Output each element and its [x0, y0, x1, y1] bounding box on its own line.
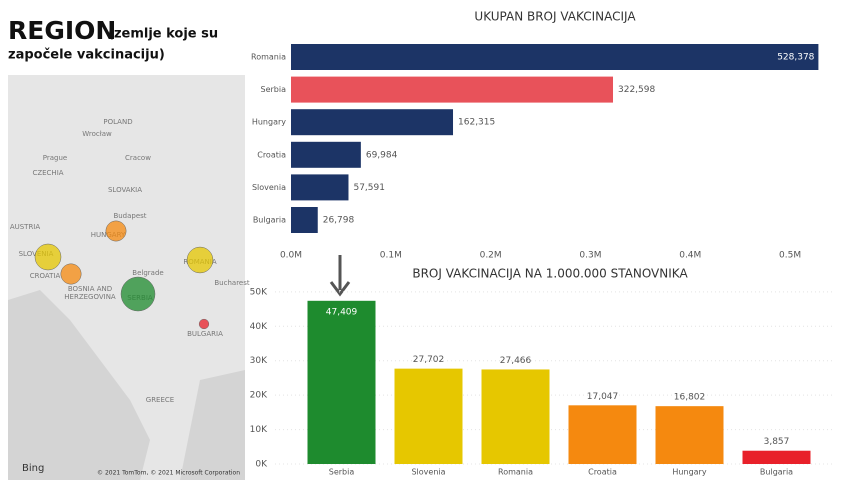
data-label: 17,047: [587, 392, 619, 402]
region-title: REGION: [8, 16, 116, 45]
map-attribution: © 2021 TomTom, © 2021 Microsoft Corporat…: [97, 470, 240, 477]
bar: [481, 369, 550, 464]
bar: [742, 450, 811, 464]
y-tick-label: 40K: [250, 322, 268, 332]
x-tick-label: Slovenia: [411, 468, 445, 477]
x-tick-label: Hungary: [672, 468, 706, 477]
y-tick-label: 30K: [250, 356, 268, 366]
data-label: 322,598: [618, 85, 655, 95]
x-tick-label: 0.3M: [579, 251, 601, 261]
bar: [291, 174, 349, 201]
bar: [655, 406, 724, 464]
map-label: BULGARIA: [187, 330, 223, 338]
data-label: 57,591: [353, 183, 385, 193]
map-label: Wrocław: [82, 130, 112, 138]
x-tick-label: 0.4M: [679, 251, 701, 261]
map-label: BOSNIA AND: [68, 285, 112, 293]
region-subtitle: započele vakcinaciju): [8, 48, 165, 63]
y-tick-label: 10K: [250, 425, 268, 435]
data-label: 47,409: [326, 307, 358, 317]
data-label: 3,857: [764, 437, 790, 447]
map-bubble: [120, 276, 156, 312]
map-bubble: [198, 318, 210, 330]
x-tick-label: Serbia: [329, 468, 355, 477]
y-tick-label: Romania: [251, 53, 286, 62]
y-tick-label: Slovenia: [252, 183, 286, 192]
map-label: Belgrade: [132, 269, 163, 277]
data-label: 27,466: [500, 356, 532, 366]
y-tick-label: Hungary: [252, 118, 286, 127]
x-tick-label: Romania: [498, 468, 533, 477]
bar: [291, 207, 318, 233]
bar: [307, 300, 376, 464]
y-tick-label: Serbia: [261, 85, 287, 94]
map-label: CZECHIA: [32, 169, 63, 177]
data-label: 69,984: [366, 150, 398, 160]
x-tick-label: 0.0M: [280, 251, 302, 261]
map-bubble: [186, 246, 214, 274]
x-tick-label: Bulgaria: [760, 468, 793, 477]
x-tick-label: Croatia: [588, 468, 617, 477]
chart-title: UKUPAN BROJ VAKCINACIJA: [474, 10, 636, 24]
map-label: SLOVAKIA: [108, 186, 142, 194]
bar: [568, 405, 637, 464]
map-label: Budapest: [113, 212, 146, 220]
sea: [8, 290, 150, 480]
y-tick-label: Croatia: [257, 150, 286, 159]
arrow: [329, 255, 351, 297]
x-tick-label: 0.1M: [380, 251, 402, 261]
data-label: 162,315: [458, 118, 495, 128]
map-bubble: [34, 243, 62, 271]
map-bubble: [60, 263, 82, 285]
x-tick-label: 0.2M: [480, 251, 502, 261]
map-logo: Bing: [22, 463, 44, 474]
chart-title: BROJ VAKCINACIJA NA 1.000.000 STANOVNIKA: [412, 267, 688, 281]
sea: [180, 370, 245, 480]
data-label: 528,378: [777, 53, 814, 63]
y-tick-label: Bulgaria: [253, 216, 286, 225]
y-tick-label: 0K: [255, 460, 268, 470]
map-label: Cracow: [125, 154, 151, 162]
bar: [291, 109, 454, 136]
bar: [291, 76, 614, 103]
data-label: 26,798: [323, 216, 355, 226]
bar: [291, 141, 361, 168]
region-subtitle: (zemlje koje su: [108, 27, 218, 42]
map-label: AUSTRIA: [10, 223, 41, 231]
map-label: Prague: [43, 154, 67, 162]
map-label: CROATIA: [30, 272, 61, 280]
map-label: HERZEGOVINA: [64, 293, 116, 301]
data-label: 16,802: [674, 393, 706, 403]
map-label: Bucharest: [214, 279, 249, 287]
data-label: 27,702: [413, 355, 445, 365]
bar: [291, 44, 819, 70]
map-label: GREECE: [146, 396, 174, 404]
map-bubble: [105, 220, 127, 242]
bar: [394, 368, 463, 464]
y-tick-label: 50K: [250, 287, 268, 297]
y-tick-label: 20K: [250, 391, 268, 401]
map-label: POLAND: [103, 118, 132, 126]
x-tick-label: 0.5M: [779, 251, 801, 261]
